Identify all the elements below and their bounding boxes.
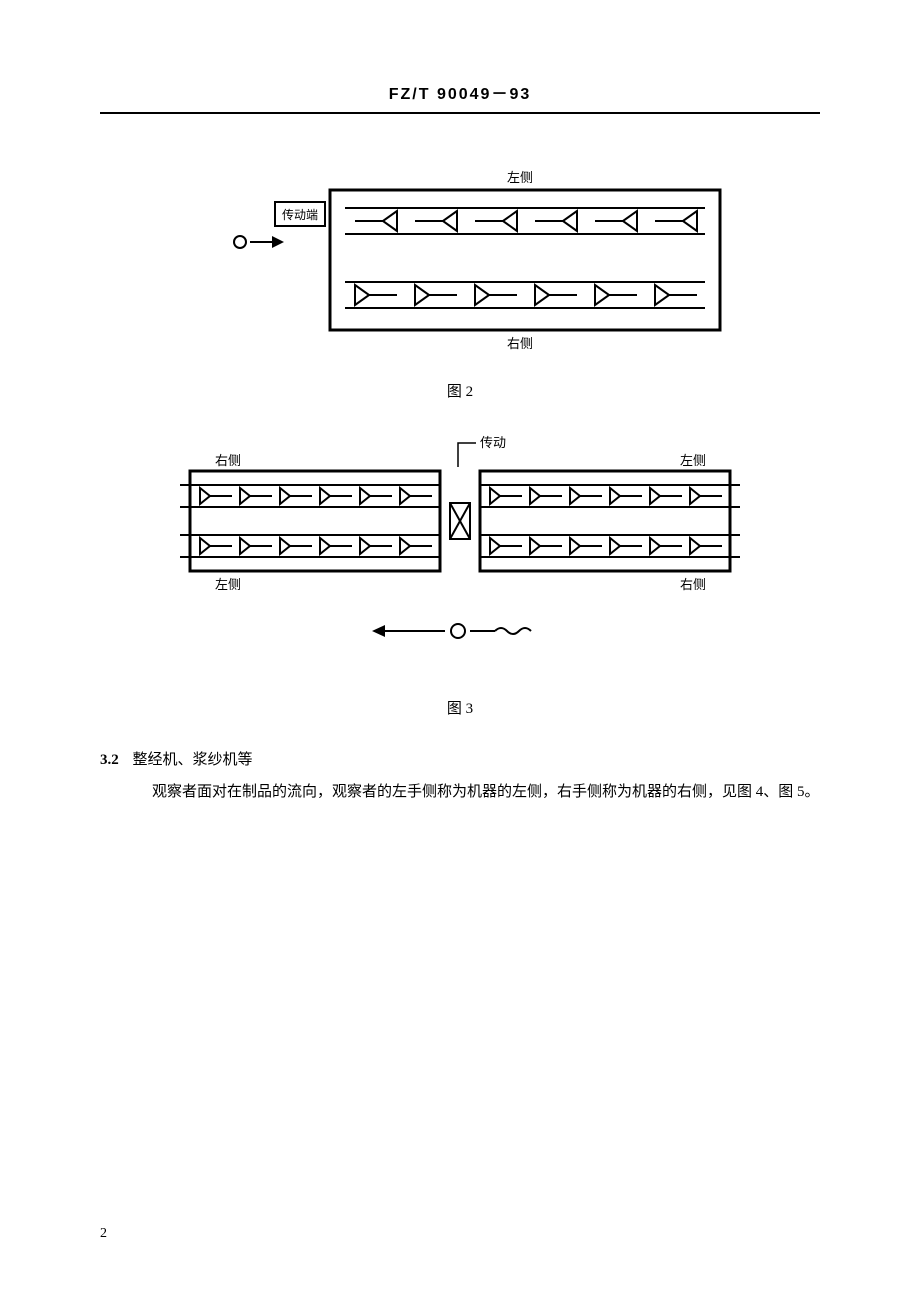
observer-circle-icon	[234, 236, 246, 248]
fig3-right-bottom-arrows	[490, 538, 722, 554]
fig3-leader	[458, 443, 476, 467]
fig3-left-top-arrows	[200, 488, 432, 504]
figure-3-caption: 图 3	[100, 697, 820, 718]
fig3-obs-arrow-left-icon	[372, 625, 385, 637]
fig3-label-drive: 传动	[480, 435, 506, 450]
fig3-obs-squiggle-icon	[495, 628, 531, 634]
section-title: 整经机、浆纱机等	[133, 752, 253, 768]
section-3-2-body: 观察者面对在制品的流向，观察者的左手侧称为机器的左侧，右手侧称为机器的右侧，见图…	[122, 779, 820, 806]
fig3-left-bottom-arrows	[200, 538, 432, 554]
standard-code: FZ/T 90049－93	[389, 86, 532, 103]
fig3-obs-circle-icon	[451, 624, 465, 638]
fig2-label-top: 左侧	[507, 170, 533, 185]
section-number: 3.2	[100, 752, 119, 768]
page-number: 2	[100, 1226, 107, 1242]
fig2-bottom-arrows	[355, 285, 697, 305]
figure-2-svg: 左侧 传动端	[180, 164, 740, 364]
standard-header: FZ/T 90049－93	[100, 80, 820, 114]
figure-3-svg: 传动 右侧 左侧	[150, 431, 770, 681]
fig2-label-drive: 传动端	[282, 207, 318, 222]
figure-2: 左侧 传动端	[100, 164, 820, 401]
section-3-2-heading: 3.2 整经机、浆纱机等	[100, 748, 820, 769]
observer-arrow-head-icon	[272, 236, 284, 248]
fig3-right-top-arrows	[490, 488, 722, 504]
fig2-top-arrows	[355, 211, 697, 231]
fig2-label-bottom: 右侧	[507, 336, 533, 351]
fig3-label-bl: 左侧	[215, 577, 241, 592]
fig3-label-tr: 左侧	[680, 453, 706, 468]
fig3-label-tl: 右侧	[215, 453, 241, 468]
figure-3: 传动 右侧 左侧	[100, 431, 820, 718]
figure-2-caption: 图 2	[100, 380, 820, 401]
fig3-label-br: 右侧	[680, 577, 706, 592]
